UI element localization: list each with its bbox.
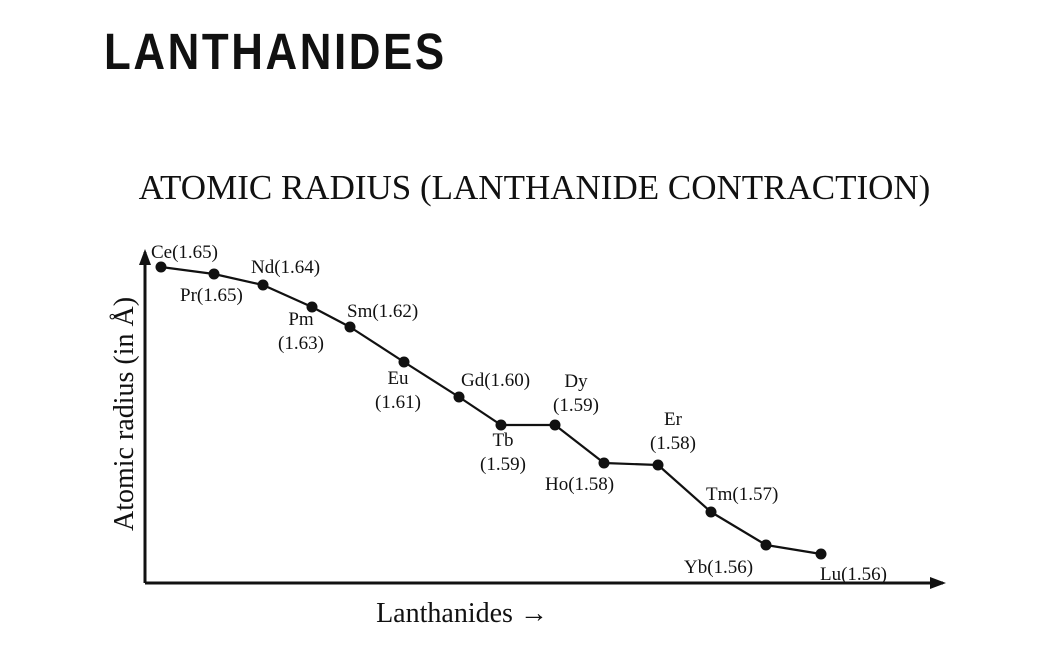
data-label-line: Ce(1.65) — [151, 242, 218, 263]
page-title: LANTHANIDES — [104, 23, 447, 80]
series-line-segment — [213, 272, 264, 287]
data-label-line: Pm — [288, 309, 314, 330]
series-line-segment — [458, 396, 502, 426]
series-line-segment — [403, 361, 460, 398]
data-label-line: (1.59) — [480, 454, 526, 475]
y-axis-label: Atomic radius (in Å) — [109, 297, 140, 531]
data-label-line: Yb(1.56) — [684, 557, 753, 578]
data-label-line: (1.63) — [278, 333, 324, 354]
data-point-nd — [257, 279, 269, 291]
data-label-sm: Sm(1.62) — [347, 301, 418, 322]
data-label-ho: Ho(1.58) — [545, 474, 614, 495]
series-line-segment — [349, 326, 405, 363]
data-label-line: (1.59) — [553, 395, 599, 416]
data-label-dy: Dy (1.59) — [553, 371, 599, 416]
data-label-line: Er — [664, 409, 683, 430]
series-line-segment — [554, 424, 605, 464]
label-layer: Ce(1.65) Pr(1.65) Nd(1.64) Pm (1.63) Sm(1.62)… — [151, 242, 887, 585]
data-label-pr: Pr(1.65) — [180, 285, 243, 306]
data-point-tm — [705, 506, 717, 518]
data-label-line: (1.61) — [375, 392, 421, 413]
chart-title: ATOMIC RADIUS (LANTHANIDE CONTRACTION) — [138, 168, 931, 207]
data-label-pm: Pm (1.63) — [278, 309, 324, 354]
data-point-ce — [155, 261, 167, 273]
data-label-yb: Yb(1.56) — [684, 557, 753, 578]
data-label-line: Tb — [492, 430, 513, 451]
series-line-segment — [710, 511, 767, 546]
series-line-segment — [657, 464, 712, 513]
data-label-line: Ho(1.58) — [545, 474, 614, 495]
data-label-lu: Lu(1.56) — [820, 564, 887, 585]
data-label-gd: Gd(1.60) — [461, 370, 530, 391]
data-label-line: Nd(1.64) — [251, 257, 320, 278]
series-line-segment — [765, 543, 822, 556]
data-label-line: Lu(1.56) — [820, 564, 887, 585]
data-label-nd: Nd(1.64) — [251, 257, 320, 278]
series-line-segment — [262, 283, 313, 309]
data-point-sm — [344, 321, 356, 333]
data-point-dy — [549, 419, 561, 431]
data-label-line: Dy — [564, 371, 588, 392]
series-line-segment — [160, 265, 215, 276]
data-point-er — [652, 459, 664, 471]
data-label-line: Sm(1.62) — [347, 301, 418, 322]
data-label-tm: Tm(1.57) — [706, 484, 778, 505]
data-label-er: Er (1.58) — [650, 409, 696, 454]
data-point-eu — [398, 356, 410, 368]
marker-layer — [155, 261, 827, 560]
data-point-gd — [453, 391, 465, 403]
data-point-lu — [815, 548, 827, 560]
data-point-ho — [598, 457, 610, 469]
data-label-line: Gd(1.60) — [461, 370, 530, 391]
data-point-tb — [495, 419, 507, 431]
x-axis-label: Lanthanides → — [376, 598, 548, 629]
series-line-segment — [311, 306, 351, 328]
data-label-line: (1.58) — [650, 433, 696, 454]
data-label-ce: Ce(1.65) — [151, 242, 218, 263]
data-point-pr — [208, 268, 220, 280]
data-point-yb — [760, 539, 772, 551]
data-label-line: Pr(1.65) — [180, 285, 243, 306]
data-label-line: Tm(1.57) — [706, 484, 778, 505]
data-label-eu: Eu (1.61) — [375, 368, 421, 413]
data-label-line: Eu — [387, 368, 409, 389]
series-layer — [160, 265, 822, 556]
data-label-tb: Tb (1.59) — [480, 430, 526, 475]
series-line-segment — [603, 461, 659, 467]
data-point-pm — [306, 301, 318, 313]
